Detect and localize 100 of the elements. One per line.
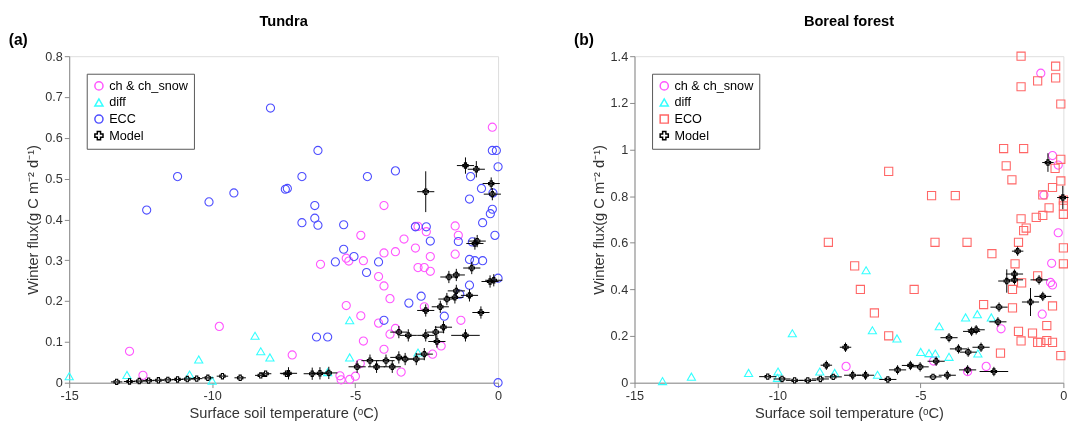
- y-tick-label: 0.2: [45, 294, 63, 309]
- point: [973, 349, 983, 358]
- y-tick-label: 0.8: [610, 189, 629, 204]
- y-tick-label: 1: [621, 142, 629, 157]
- point: [1013, 237, 1024, 247]
- point: [451, 294, 459, 301]
- point: [1001, 161, 1011, 171]
- chart-title: Boreal forest: [803, 12, 895, 29]
- point: [427, 349, 438, 359]
- legend-label: Model: [674, 128, 709, 143]
- point: [1042, 335, 1052, 346]
- y-tick-label: 0.6: [45, 131, 63, 146]
- y-tick-label: 0.2: [610, 329, 629, 344]
- y-tick-label: 0.4: [610, 282, 629, 297]
- point: [1058, 195, 1068, 205]
- point: [362, 171, 373, 182]
- point: [425, 236, 435, 246]
- point: [493, 378, 503, 388]
- point: [1056, 99, 1066, 109]
- point: [743, 368, 754, 377]
- point: [867, 326, 878, 335]
- point: [930, 237, 940, 247]
- point: [471, 240, 479, 247]
- y-tick-label: 0.1: [45, 335, 63, 350]
- point: [493, 273, 503, 283]
- point: [978, 299, 989, 310]
- point: [462, 332, 469, 339]
- point: [1035, 276, 1043, 284]
- point: [395, 354, 403, 361]
- point: [309, 370, 316, 377]
- point: [323, 332, 333, 342]
- point: [395, 328, 403, 336]
- point: [422, 307, 429, 314]
- point: [1019, 143, 1029, 154]
- point: [138, 370, 148, 380]
- point: [1007, 303, 1018, 313]
- text: (a): [8, 31, 28, 49]
- point: [478, 256, 488, 266]
- point: [884, 166, 894, 177]
- point: [379, 200, 389, 211]
- point: [413, 263, 423, 273]
- point: [204, 197, 214, 207]
- y-tick-label: 1.4: [610, 49, 629, 64]
- x-tick-label: -15: [60, 388, 79, 403]
- point: [385, 294, 395, 304]
- point: [413, 348, 423, 357]
- point: [1010, 259, 1020, 269]
- point: [1051, 61, 1061, 71]
- point: [287, 350, 297, 360]
- point: [778, 375, 786, 383]
- legend-label: diff: [109, 95, 127, 110]
- point: [358, 336, 369, 346]
- point: [399, 234, 409, 244]
- point: [405, 332, 412, 339]
- point: [361, 267, 372, 278]
- point: [366, 357, 374, 364]
- point: [425, 251, 435, 262]
- point: [916, 363, 924, 371]
- point: [1058, 243, 1068, 253]
- point: [421, 222, 431, 232]
- y-tick-label: 0.5: [45, 172, 63, 187]
- point: [379, 248, 389, 258]
- point: [1016, 82, 1026, 92]
- point: [422, 188, 429, 195]
- point: [815, 367, 825, 376]
- point: [487, 122, 497, 132]
- point: [1053, 228, 1063, 238]
- point: [1044, 203, 1054, 213]
- x-tick-label: -15: [625, 388, 645, 403]
- point: [470, 256, 480, 266]
- point: [433, 338, 441, 345]
- point: [477, 309, 485, 316]
- y-axis-title: Winter flux(g C m⁻² d⁻¹): [590, 145, 607, 295]
- point: [916, 347, 926, 356]
- point: [336, 375, 346, 385]
- point: [1044, 159, 1052, 166]
- point: [995, 303, 1003, 311]
- point: [425, 266, 435, 276]
- point: [909, 284, 919, 295]
- point: [313, 145, 323, 156]
- point: [817, 375, 824, 383]
- point: [315, 259, 326, 269]
- point: [436, 341, 446, 351]
- point: [1038, 210, 1048, 221]
- point: [207, 376, 217, 385]
- point: [872, 370, 883, 379]
- point: [962, 237, 972, 247]
- x-tick-label: -10: [768, 388, 788, 403]
- point: [1036, 68, 1046, 78]
- point: [416, 291, 426, 301]
- point: [1047, 337, 1058, 347]
- point: [1013, 326, 1024, 337]
- point: [1031, 212, 1041, 222]
- point: [373, 363, 380, 370]
- point: [1037, 309, 1047, 319]
- y-tick-label: 0.8: [45, 49, 63, 64]
- point: [487, 145, 497, 156]
- point: [229, 188, 239, 198]
- point: [1027, 298, 1034, 306]
- point: [924, 349, 934, 358]
